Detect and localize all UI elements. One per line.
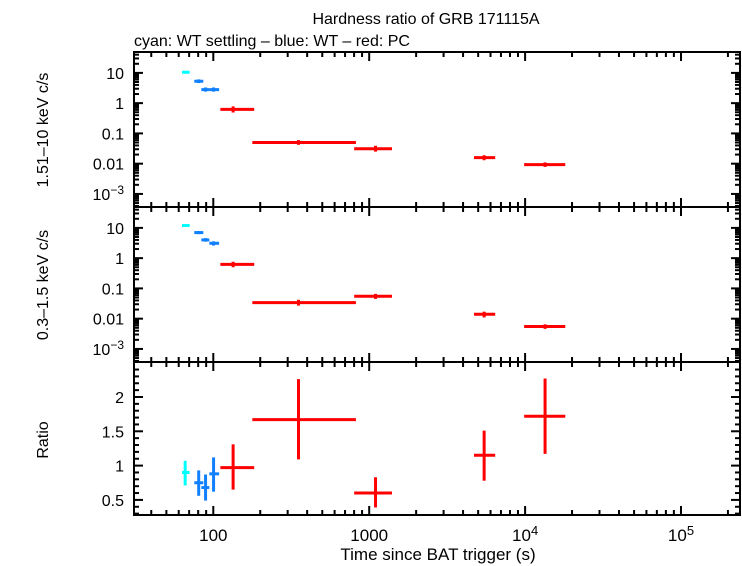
- y-tick-label: 1.5: [102, 424, 124, 441]
- y-tick-label: 0.5: [102, 493, 124, 510]
- chart-title: Hardness ratio of GRB 171115A: [312, 11, 539, 28]
- panel-frame: [133, 51, 741, 208]
- x-tick-label: 104: [512, 523, 538, 545]
- y-tick-label: 0.1: [102, 126, 124, 143]
- y-tick-label: 0.1: [102, 281, 124, 298]
- y-tick-label: 10: [106, 221, 124, 238]
- panel-frame: [133, 206, 741, 363]
- y-tick-label: 0.01: [93, 312, 124, 329]
- y-tick-label: 2: [115, 390, 124, 407]
- x-tick-label: 100: [199, 526, 227, 545]
- x-tick-label: 105: [668, 523, 694, 545]
- x-axis-label: Time since BAT trigger (s): [340, 545, 535, 564]
- y-tick-label: 10−3: [93, 338, 125, 359]
- y-tick-label: 10−3: [93, 183, 125, 204]
- y-tick-label: 1: [115, 251, 124, 268]
- y-axis-label-ratio: Ratio: [35, 421, 52, 458]
- y-tick-label: 1: [115, 459, 124, 476]
- panel-frame: [133, 361, 741, 516]
- y-axis-label-hard: 1.51–10 keV c/s: [35, 73, 52, 188]
- x-tick-label: 1000: [350, 526, 388, 545]
- y-axis-label-soft: 0.3–1.5 keV c/s: [35, 230, 52, 340]
- chart-subtitle: cyan: WT settling – blue: WT – red: PC: [134, 33, 410, 50]
- y-tick-label: 10: [106, 66, 124, 83]
- y-tick-label: 1: [115, 96, 124, 113]
- y-tick-label: 0.01: [93, 157, 124, 174]
